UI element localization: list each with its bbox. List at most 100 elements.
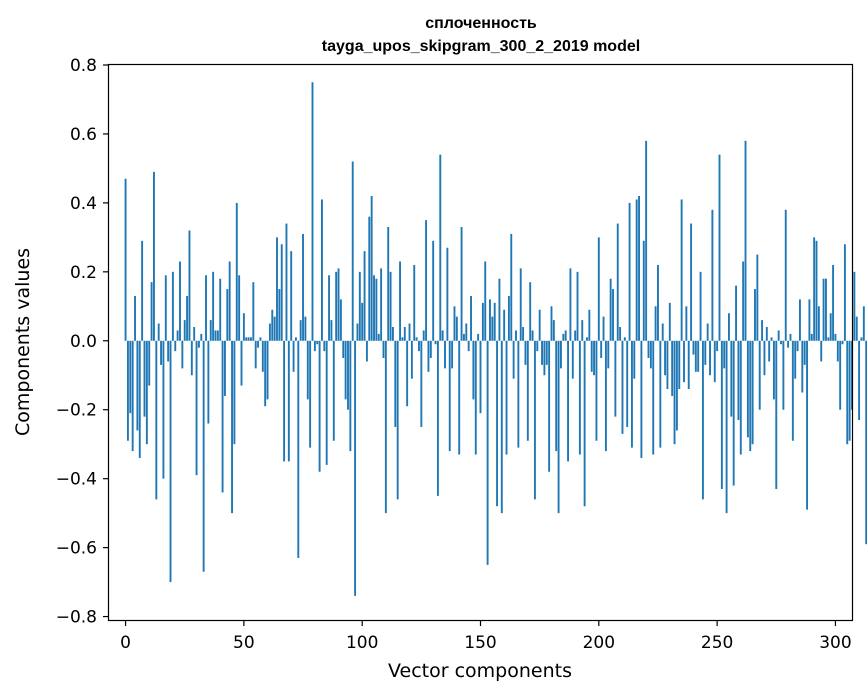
x-tick-label-100: 100 — [346, 633, 378, 653]
bar-112 — [389, 271, 392, 341]
bar-120 — [408, 323, 411, 341]
bar-98 — [356, 323, 359, 341]
bar-144 — [465, 323, 468, 341]
bar-43 — [226, 289, 229, 341]
bar-84 — [323, 340, 326, 352]
bar-70 — [290, 251, 293, 341]
bar-100 — [361, 302, 364, 341]
bar-90 — [337, 268, 340, 341]
bar-147 — [472, 340, 475, 400]
bar-176 — [541, 340, 543, 365]
bar-304 — [843, 244, 846, 341]
bar-293 — [817, 306, 820, 341]
bar-195 — [586, 337, 588, 341]
bar-76 — [304, 316, 307, 341]
bar-212 — [626, 340, 629, 427]
bar-150 — [479, 340, 482, 414]
y-tick-label-0: −0.8 — [56, 608, 97, 628]
bar-28 — [190, 340, 193, 376]
bar-78 — [309, 340, 312, 448]
bar-204 — [607, 340, 610, 369]
bar-216 — [635, 199, 638, 341]
bar-123 — [415, 337, 418, 341]
bar-255 — [728, 313, 730, 341]
bar-209 — [619, 326, 622, 341]
bar-289 — [808, 299, 811, 341]
bar-19 — [169, 340, 172, 583]
bar-109 — [382, 340, 385, 359]
bar-36 — [209, 320, 212, 341]
bar-111 — [387, 227, 390, 341]
bar-75 — [302, 233, 304, 341]
x-tick-label-300: 300 — [819, 633, 851, 653]
bar-47 — [235, 202, 238, 341]
bar-149 — [477, 333, 480, 341]
bar-208 — [616, 223, 619, 341]
bar-185 — [562, 333, 565, 341]
bar-272 — [768, 340, 771, 362]
bar-265 — [751, 340, 754, 445]
bar-118 — [403, 326, 406, 341]
x-axis-label: Vector components — [388, 660, 572, 682]
bar-35 — [207, 340, 210, 424]
bar-165 — [515, 330, 517, 341]
bar-139 — [453, 306, 456, 341]
bar-174 — [536, 340, 539, 352]
bar-18 — [167, 340, 170, 362]
bar-152 — [484, 261, 487, 341]
bar-48 — [238, 275, 241, 341]
bar-282 — [791, 340, 794, 441]
bar-108 — [380, 268, 383, 341]
bar-97 — [354, 340, 357, 596]
bar-106 — [375, 278, 378, 341]
bar-86 — [328, 275, 331, 341]
bar-227 — [661, 323, 664, 341]
bar-116 — [399, 261, 401, 341]
bar-222 — [649, 340, 652, 369]
bar-162 — [507, 295, 510, 341]
bar-114 — [394, 340, 397, 427]
bar-281 — [789, 333, 792, 341]
bar-2 — [129, 340, 132, 414]
bar-313 — [865, 340, 867, 545]
bar-262 — [744, 140, 747, 341]
bar-135 — [444, 340, 446, 369]
bar-257 — [732, 340, 735, 486]
bar-243 — [699, 271, 702, 341]
bar-261 — [742, 261, 745, 341]
bar-263 — [746, 340, 749, 438]
y-tick-label-8: 0.8 — [70, 56, 97, 76]
bar-30 — [195, 340, 198, 476]
bar-280 — [787, 340, 790, 348]
bar-53 — [250, 337, 252, 341]
bar-16 — [162, 340, 165, 479]
bar-124 — [418, 340, 420, 352]
bar-11 — [150, 282, 153, 341]
bar-228 — [664, 340, 667, 376]
bar-268 — [758, 340, 761, 410]
bar-155 — [491, 316, 494, 341]
bar-74 — [299, 320, 302, 341]
bar-193 — [581, 320, 584, 341]
bar-127 — [425, 220, 428, 341]
y-tick-label-1: −0.6 — [56, 539, 97, 559]
bar-264 — [749, 340, 752, 452]
bar-32 — [200, 333, 203, 341]
bar-171 — [529, 282, 532, 341]
bar-3 — [131, 340, 134, 452]
bar-170 — [526, 340, 529, 441]
bar-145 — [467, 340, 470, 352]
bar-246 — [706, 323, 709, 341]
bar-56 — [257, 340, 260, 348]
bar-182 — [555, 340, 558, 452]
x-tick-label-200: 200 — [583, 633, 615, 653]
bar-291 — [813, 237, 816, 341]
bar-95 — [349, 340, 352, 452]
bar-80 — [313, 340, 316, 352]
bar-260 — [739, 340, 742, 455]
bar-134 — [441, 330, 444, 341]
bar-148 — [474, 340, 477, 455]
bar-230 — [668, 302, 671, 341]
bar-81 — [316, 340, 319, 345]
bar-266 — [754, 289, 756, 341]
